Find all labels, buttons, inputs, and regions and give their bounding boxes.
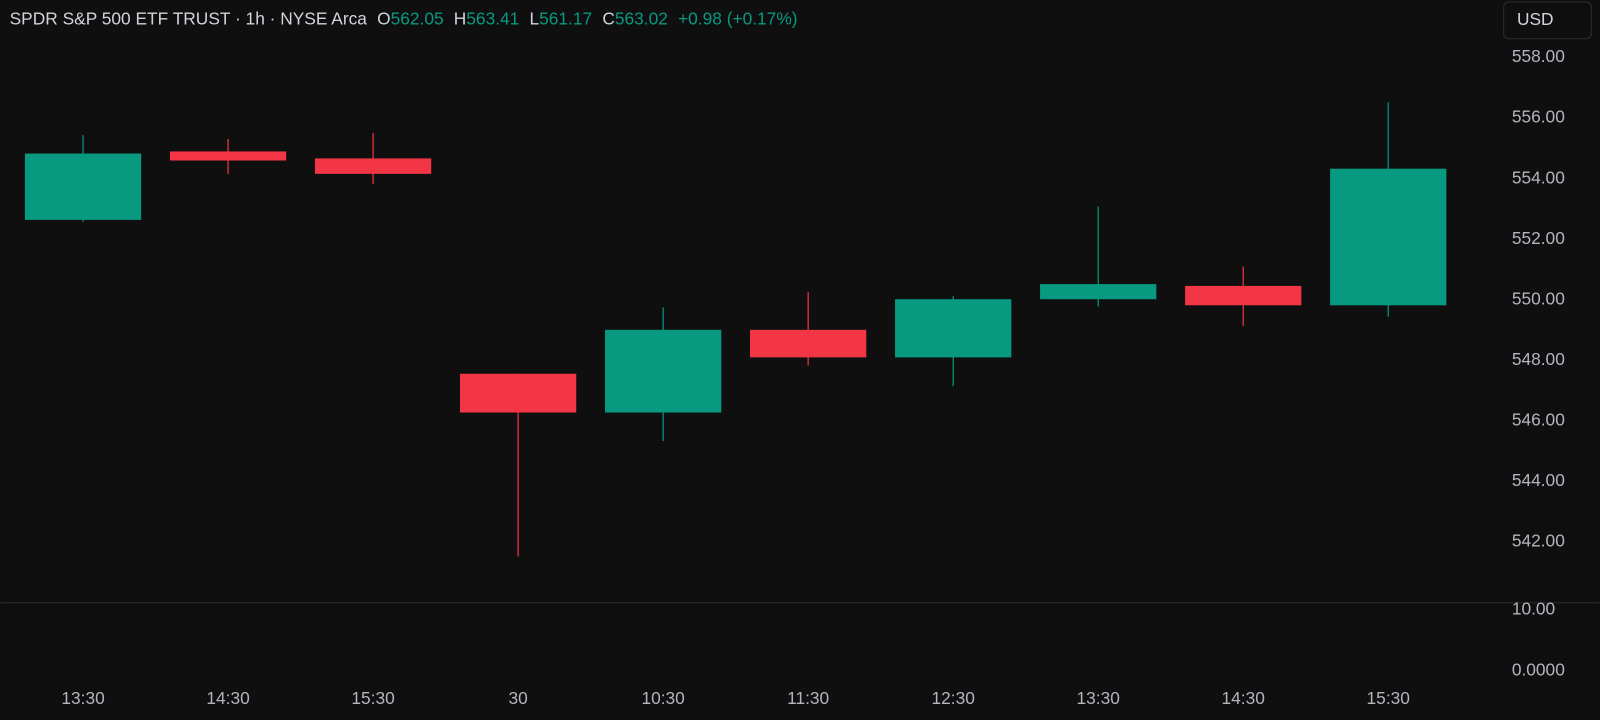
x-tick-label: 13:30 xyxy=(1077,688,1120,708)
currency-label[interactable]: USD xyxy=(1517,9,1554,29)
high-value: 563.41 xyxy=(466,8,519,28)
symbol: SPDR S&P 500 ETF TRUST · 1h · NYSE Arca xyxy=(10,8,368,28)
candle-body xyxy=(750,329,867,358)
candle-body xyxy=(24,153,142,220)
y-tick-label: 542.00 xyxy=(1512,531,1565,551)
candle-body xyxy=(1330,168,1447,306)
candle-body xyxy=(314,158,432,174)
change: +0.98 (+0.17%) xyxy=(678,8,797,28)
candle-body xyxy=(459,373,577,413)
legend-header: SPDR S&P 500 ETF TRUST · 1h · NYSE Arca O… xyxy=(10,8,798,28)
x-tick-label: 12:30 xyxy=(931,688,974,708)
x-tick-label: 13:30 xyxy=(61,688,104,708)
x-tick-label: 15:30 xyxy=(351,688,394,708)
y-tick-label: 546.00 xyxy=(1512,410,1565,430)
candle-body xyxy=(605,329,722,413)
high-label: H xyxy=(454,8,467,28)
open-label: O xyxy=(377,8,390,28)
close-label: C xyxy=(602,8,615,28)
currency-button[interactable] xyxy=(1503,1,1592,40)
y-tick-label: 544.00 xyxy=(1512,470,1565,490)
x-tick-label: 10:30 xyxy=(641,688,684,708)
low-value: 561.17 xyxy=(539,8,592,28)
y-tick-label: 554.00 xyxy=(1512,167,1565,187)
volume-y-tick-label: 10.00 xyxy=(1512,599,1555,619)
open-value: 562.05 xyxy=(391,8,444,28)
low-label: L xyxy=(530,8,540,28)
x-tick-label: 30 xyxy=(508,688,527,708)
volume-y-tick-label: 0.0000 xyxy=(1512,659,1565,679)
x-tick-label: 11:30 xyxy=(787,688,829,708)
y-tick-label: 550.00 xyxy=(1512,288,1565,308)
y-tick-label: 558.00 xyxy=(1512,46,1565,66)
candle-body xyxy=(1185,285,1302,306)
candle-body xyxy=(1040,284,1157,300)
x-tick-label: 15:30 xyxy=(1367,688,1410,708)
x-tick-label: 14:30 xyxy=(1222,688,1265,708)
y-tick-label: 556.00 xyxy=(1512,107,1565,127)
candle-body xyxy=(169,151,287,161)
y-tick-label: 548.00 xyxy=(1512,349,1565,369)
close-value: 563.02 xyxy=(615,8,668,28)
x-tick-label: 14:30 xyxy=(206,688,249,708)
y-tick-label: 552.00 xyxy=(1512,228,1565,248)
candle-body xyxy=(895,299,1012,358)
